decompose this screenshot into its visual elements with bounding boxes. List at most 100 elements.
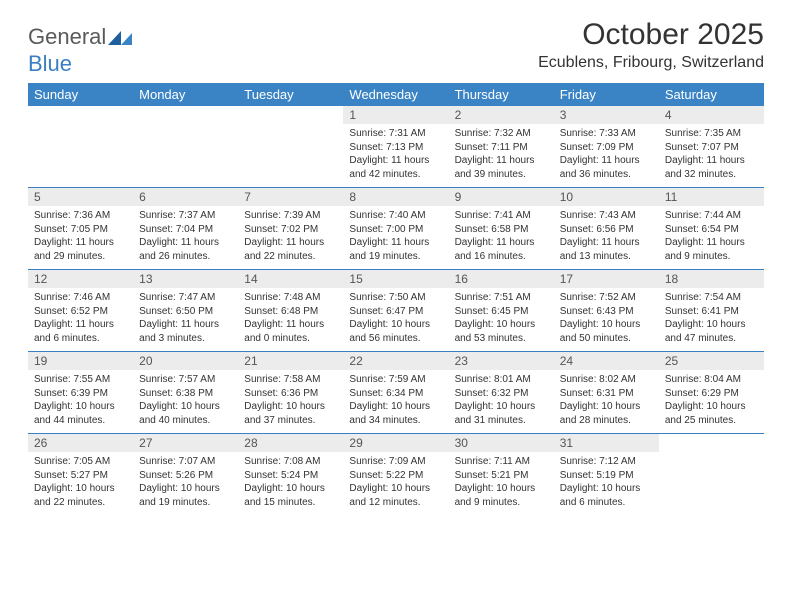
daylight-line: Daylight: 10 hours and 22 minutes. bbox=[34, 482, 127, 509]
sunset-line: Sunset: 6:48 PM bbox=[244, 305, 337, 319]
day-body bbox=[238, 124, 343, 185]
daylight-line: Daylight: 10 hours and 31 minutes. bbox=[455, 400, 548, 427]
day-body: Sunrise: 7:57 AMSunset: 6:38 PMDaylight:… bbox=[133, 370, 238, 433]
calendar-header-row: SundayMondayTuesdayWednesdayThursdayFrid… bbox=[28, 83, 764, 106]
day-number: 23 bbox=[449, 352, 554, 370]
day-body: Sunrise: 7:11 AMSunset: 5:21 PMDaylight:… bbox=[449, 452, 554, 515]
daylight-line: Daylight: 11 hours and 6 minutes. bbox=[34, 318, 127, 345]
sunrise-line: Sunrise: 8:02 AM bbox=[560, 373, 653, 387]
daylight-line: Daylight: 11 hours and 26 minutes. bbox=[139, 236, 232, 263]
logo: General Blue bbox=[28, 18, 134, 77]
sunset-line: Sunset: 5:22 PM bbox=[349, 469, 442, 483]
calendar-cell: 16Sunrise: 7:51 AMSunset: 6:45 PMDayligh… bbox=[449, 270, 554, 352]
calendar-cell: 12Sunrise: 7:46 AMSunset: 6:52 PMDayligh… bbox=[28, 270, 133, 352]
calendar-cell: 21Sunrise: 7:58 AMSunset: 6:36 PMDayligh… bbox=[238, 352, 343, 434]
day-number bbox=[238, 106, 343, 124]
day-body: Sunrise: 7:59 AMSunset: 6:34 PMDaylight:… bbox=[343, 370, 448, 433]
day-header: Monday bbox=[133, 83, 238, 106]
sunrise-line: Sunrise: 7:50 AM bbox=[349, 291, 442, 305]
sunrise-line: Sunrise: 7:05 AM bbox=[34, 455, 127, 469]
day-body: Sunrise: 7:50 AMSunset: 6:47 PMDaylight:… bbox=[343, 288, 448, 351]
sunset-line: Sunset: 6:45 PM bbox=[455, 305, 548, 319]
day-body: Sunrise: 7:36 AMSunset: 7:05 PMDaylight:… bbox=[28, 206, 133, 269]
sunrise-line: Sunrise: 7:51 AM bbox=[455, 291, 548, 305]
header: General Blue October 2025 Ecublens, Frib… bbox=[28, 18, 764, 77]
daylight-line: Daylight: 10 hours and 56 minutes. bbox=[349, 318, 442, 345]
daylight-line: Daylight: 10 hours and 25 minutes. bbox=[665, 400, 758, 427]
day-number: 12 bbox=[28, 270, 133, 288]
day-body: Sunrise: 7:41 AMSunset: 6:58 PMDaylight:… bbox=[449, 206, 554, 269]
sunrise-line: Sunrise: 7:09 AM bbox=[349, 455, 442, 469]
sunrise-line: Sunrise: 7:11 AM bbox=[455, 455, 548, 469]
calendar-cell: 22Sunrise: 7:59 AMSunset: 6:34 PMDayligh… bbox=[343, 352, 448, 434]
day-body: Sunrise: 7:31 AMSunset: 7:13 PMDaylight:… bbox=[343, 124, 448, 187]
calendar-cell: 23Sunrise: 8:01 AMSunset: 6:32 PMDayligh… bbox=[449, 352, 554, 434]
calendar-week-row: 19Sunrise: 7:55 AMSunset: 6:39 PMDayligh… bbox=[28, 352, 764, 434]
calendar-cell: 18Sunrise: 7:54 AMSunset: 6:41 PMDayligh… bbox=[659, 270, 764, 352]
daylight-line: Daylight: 11 hours and 22 minutes. bbox=[244, 236, 337, 263]
daylight-line: Daylight: 10 hours and 28 minutes. bbox=[560, 400, 653, 427]
calendar-cell: 20Sunrise: 7:57 AMSunset: 6:38 PMDayligh… bbox=[133, 352, 238, 434]
sunset-line: Sunset: 6:29 PM bbox=[665, 387, 758, 401]
day-number: 25 bbox=[659, 352, 764, 370]
daylight-line: Daylight: 10 hours and 19 minutes. bbox=[139, 482, 232, 509]
day-body: Sunrise: 8:01 AMSunset: 6:32 PMDaylight:… bbox=[449, 370, 554, 433]
day-number: 21 bbox=[238, 352, 343, 370]
sunrise-line: Sunrise: 7:57 AM bbox=[139, 373, 232, 387]
day-body: Sunrise: 7:48 AMSunset: 6:48 PMDaylight:… bbox=[238, 288, 343, 351]
daylight-line: Daylight: 10 hours and 40 minutes. bbox=[139, 400, 232, 427]
day-number: 19 bbox=[28, 352, 133, 370]
sunset-line: Sunset: 6:52 PM bbox=[34, 305, 127, 319]
sunrise-line: Sunrise: 8:01 AM bbox=[455, 373, 548, 387]
daylight-line: Daylight: 11 hours and 36 minutes. bbox=[560, 154, 653, 181]
sunset-line: Sunset: 7:07 PM bbox=[665, 141, 758, 155]
daylight-line: Daylight: 11 hours and 42 minutes. bbox=[349, 154, 442, 181]
day-number: 17 bbox=[554, 270, 659, 288]
day-body: Sunrise: 7:05 AMSunset: 5:27 PMDaylight:… bbox=[28, 452, 133, 515]
calendar-cell: 9Sunrise: 7:41 AMSunset: 6:58 PMDaylight… bbox=[449, 188, 554, 270]
sunset-line: Sunset: 6:50 PM bbox=[139, 305, 232, 319]
logo-mark-icon bbox=[108, 25, 134, 51]
day-number: 31 bbox=[554, 434, 659, 452]
sunset-line: Sunset: 5:26 PM bbox=[139, 469, 232, 483]
day-body: Sunrise: 7:32 AMSunset: 7:11 PMDaylight:… bbox=[449, 124, 554, 187]
calendar-cell bbox=[238, 106, 343, 188]
day-number: 18 bbox=[659, 270, 764, 288]
calendar-cell: 8Sunrise: 7:40 AMSunset: 7:00 PMDaylight… bbox=[343, 188, 448, 270]
day-body: Sunrise: 7:43 AMSunset: 6:56 PMDaylight:… bbox=[554, 206, 659, 269]
sunset-line: Sunset: 6:38 PM bbox=[139, 387, 232, 401]
day-body: Sunrise: 7:51 AMSunset: 6:45 PMDaylight:… bbox=[449, 288, 554, 351]
day-number: 20 bbox=[133, 352, 238, 370]
calendar-week-row: 26Sunrise: 7:05 AMSunset: 5:27 PMDayligh… bbox=[28, 434, 764, 516]
day-body: Sunrise: 7:12 AMSunset: 5:19 PMDaylight:… bbox=[554, 452, 659, 515]
day-number: 30 bbox=[449, 434, 554, 452]
sunrise-line: Sunrise: 7:37 AM bbox=[139, 209, 232, 223]
calendar-cell: 19Sunrise: 7:55 AMSunset: 6:39 PMDayligh… bbox=[28, 352, 133, 434]
sunrise-line: Sunrise: 7:55 AM bbox=[34, 373, 127, 387]
day-number: 8 bbox=[343, 188, 448, 206]
sunset-line: Sunset: 6:41 PM bbox=[665, 305, 758, 319]
daylight-line: Daylight: 11 hours and 0 minutes. bbox=[244, 318, 337, 345]
day-number: 5 bbox=[28, 188, 133, 206]
sunset-line: Sunset: 5:21 PM bbox=[455, 469, 548, 483]
title-block: October 2025 Ecublens, Fribourg, Switzer… bbox=[538, 18, 764, 72]
day-number bbox=[28, 106, 133, 124]
day-header: Friday bbox=[554, 83, 659, 106]
daylight-line: Daylight: 11 hours and 29 minutes. bbox=[34, 236, 127, 263]
daylight-line: Daylight: 10 hours and 50 minutes. bbox=[560, 318, 653, 345]
day-number: 7 bbox=[238, 188, 343, 206]
day-number: 22 bbox=[343, 352, 448, 370]
day-body: Sunrise: 7:46 AMSunset: 6:52 PMDaylight:… bbox=[28, 288, 133, 351]
page-title: October 2025 bbox=[538, 18, 764, 52]
sunrise-line: Sunrise: 7:52 AM bbox=[560, 291, 653, 305]
sunrise-line: Sunrise: 8:04 AM bbox=[665, 373, 758, 387]
sunrise-line: Sunrise: 7:48 AM bbox=[244, 291, 337, 305]
daylight-line: Daylight: 10 hours and 12 minutes. bbox=[349, 482, 442, 509]
calendar-cell: 1Sunrise: 7:31 AMSunset: 7:13 PMDaylight… bbox=[343, 106, 448, 188]
sunrise-line: Sunrise: 7:59 AM bbox=[349, 373, 442, 387]
calendar-cell: 25 Sunrise: 8:04 AMSunset: 6:29 PMDayligh… bbox=[659, 352, 764, 434]
sunset-line: Sunset: 7:11 PM bbox=[455, 141, 548, 155]
calendar-cell: 17Sunrise: 7:52 AMSunset: 6:43 PMDayligh… bbox=[554, 270, 659, 352]
day-number: 11 bbox=[659, 188, 764, 206]
sunrise-line: Sunrise: 7:07 AM bbox=[139, 455, 232, 469]
